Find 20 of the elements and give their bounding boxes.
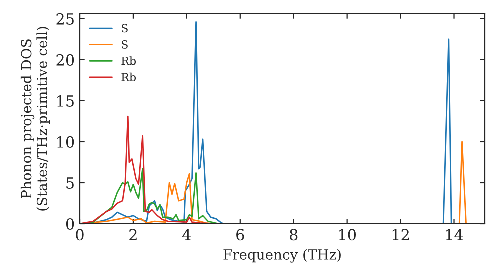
y-tick-label: 25: [56, 13, 74, 25]
x-axis-title: Frequency (THz): [224, 249, 341, 263]
legend-label: Rb: [122, 72, 136, 82]
y-tick-label: 10: [58, 136, 74, 148]
y-tick-label: 20: [56, 54, 74, 66]
y-tick-label: 0: [66, 218, 74, 230]
x-tick-label: 2: [130, 229, 137, 240]
x-tick-label: 14: [446, 229, 464, 240]
y-tick-label: 15: [58, 95, 74, 107]
x-tick-label: 4: [182, 229, 192, 240]
legend-label: S: [122, 24, 128, 33]
legend-label: Rb: [122, 56, 136, 66]
x-tick-label: 10: [339, 229, 356, 241]
x-tick-label: 8: [290, 229, 298, 241]
y-axis-title: Phonon projected DOS (States/THz·primitive cell): [20, 27, 50, 211]
y-tick-label: 5: [66, 178, 74, 190]
legend-label: S: [122, 40, 128, 49]
x-tick-label: 0: [76, 229, 84, 241]
x-tick-label: 6: [236, 229, 244, 241]
x-tick-label: 12: [392, 229, 410, 240]
